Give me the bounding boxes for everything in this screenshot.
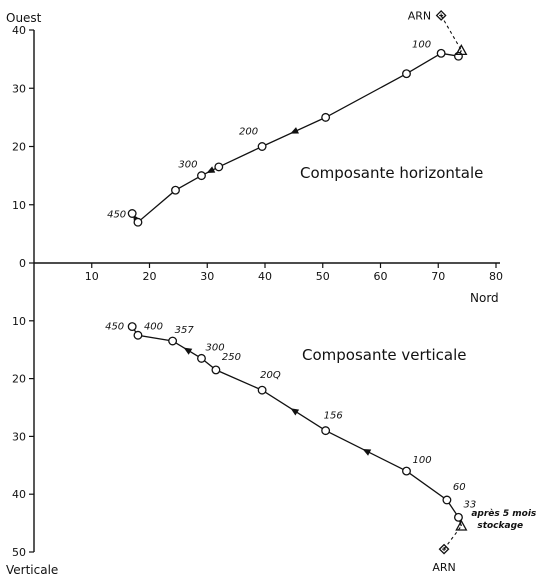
vertical-data-point bbox=[257, 385, 267, 395]
y-tick-label: 40 bbox=[12, 488, 26, 501]
vertical-data-point bbox=[454, 512, 463, 522]
vertical-data-point bbox=[127, 322, 137, 332]
y-tick-label: 30 bbox=[12, 430, 26, 443]
vertical-step-label: 450 bbox=[105, 322, 124, 333]
y-axis-label-bottom: Verticale bbox=[6, 563, 58, 577]
horizontal-arn-label: ARN bbox=[408, 9, 431, 22]
horizontal-data-point bbox=[127, 209, 137, 218]
horizontal-component-title: Composante horizontale bbox=[300, 164, 483, 182]
x-tick-label: 40 bbox=[258, 270, 272, 283]
horizontal-step-label: 300 bbox=[178, 160, 197, 171]
x-tick-label: 60 bbox=[374, 270, 388, 283]
storage-note-line-1: après 5 mois bbox=[471, 508, 537, 519]
horizontal-data-point bbox=[197, 171, 206, 181]
vertical-data-point bbox=[402, 466, 411, 476]
vertical-data-point bbox=[197, 353, 206, 363]
horizontal-direction-arrow bbox=[290, 127, 299, 134]
y-tick-label: 50 bbox=[12, 546, 26, 559]
plot-area: 10 20 30 40 50 60 70 80 0 10 20 30 40 10 20 30 40 50 100 20… bbox=[12, 9, 537, 574]
x-tick-label: 80 bbox=[489, 270, 503, 283]
vertical-data-point bbox=[442, 495, 452, 505]
y-tick-label: 20 bbox=[12, 373, 26, 386]
horizontal-data-point bbox=[133, 217, 143, 227]
vertical-step-label: 250 bbox=[222, 352, 241, 363]
vertical-direction-arrow bbox=[362, 449, 372, 456]
vertical-step-label: 33 bbox=[463, 499, 476, 510]
vertical-step-label: 156 bbox=[324, 411, 343, 422]
vertical-arn-label: ARN bbox=[432, 561, 455, 574]
horizontal-data-point bbox=[402, 69, 411, 79]
vertical-data-point bbox=[168, 336, 178, 346]
horizontal-step-label: 450 bbox=[107, 209, 126, 220]
y-tick-label: 40 bbox=[12, 24, 26, 37]
vertical-arn-marker bbox=[438, 543, 450, 555]
y-axis-label-top: Ouest bbox=[6, 11, 42, 25]
vertical-step-label: 357 bbox=[175, 325, 195, 336]
x-tick-label: 70 bbox=[431, 270, 445, 283]
vertical-direction-arrow bbox=[290, 408, 300, 416]
vertical-step-label: 60 bbox=[453, 482, 466, 493]
horizontal-step-label: 200 bbox=[239, 127, 258, 138]
vertical-step-label: 400 bbox=[144, 321, 163, 332]
horizontal-data-point bbox=[214, 162, 224, 172]
y-tick-label: 30 bbox=[12, 82, 26, 95]
x-tick-label: 50 bbox=[316, 270, 330, 283]
y-tick-label: 20 bbox=[12, 141, 26, 154]
storage-note-line-2: stockage bbox=[477, 521, 523, 531]
horizontal-data-point bbox=[454, 51, 463, 61]
y-tick-label: 10 bbox=[12, 199, 26, 212]
y-tick-label: 0 bbox=[19, 257, 26, 270]
vertical-step-label: 20Q bbox=[260, 370, 281, 381]
x-axis-label: Nord bbox=[470, 291, 499, 305]
vertical-storage-marker bbox=[455, 519, 468, 531]
horizontal-storage-marker bbox=[455, 44, 468, 56]
vertical-step-label: 100 bbox=[412, 455, 431, 466]
horizontal-dashed-link bbox=[440, 15, 462, 51]
vertical-component-title: Composante verticale bbox=[302, 346, 467, 364]
vertical-data-point bbox=[211, 365, 221, 375]
horizontal-data-point bbox=[257, 142, 267, 151]
x-tick-label: 20 bbox=[143, 270, 157, 283]
horizontal-series-line bbox=[131, 50, 462, 224]
vertical-step-label: 300 bbox=[205, 342, 224, 353]
horizontal-data-point bbox=[321, 112, 331, 122]
vertical-data-point bbox=[133, 330, 143, 340]
horizontal-data-point bbox=[171, 185, 180, 195]
horizontal-direction-arrow bbox=[206, 166, 216, 174]
x-tick-label: 30 bbox=[200, 270, 214, 283]
y-tick-label: 10 bbox=[12, 315, 26, 328]
x-tick-label: 10 bbox=[85, 270, 99, 283]
vertical-direction-arrow bbox=[183, 347, 193, 355]
horizontal-step-label: 100 bbox=[412, 39, 431, 50]
vertical-data-point bbox=[321, 426, 331, 436]
horizontal-arn-marker bbox=[435, 10, 447, 21]
horizontal-data-point bbox=[436, 48, 446, 58]
